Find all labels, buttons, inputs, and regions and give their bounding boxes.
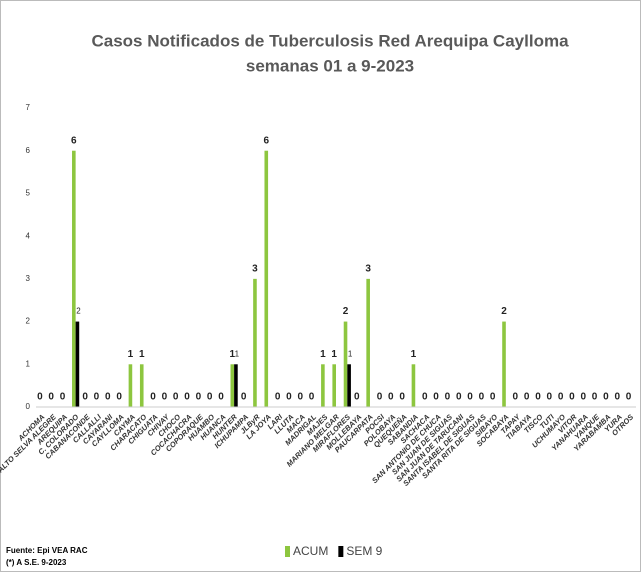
y-tick-label: 7	[26, 103, 31, 112]
bar	[264, 150, 269, 407]
value-label: 0	[479, 392, 485, 403]
value-label: 0	[286, 392, 292, 403]
value-label: 0	[105, 392, 111, 403]
y-tick-label: 6	[26, 146, 31, 155]
y-tick-label: 3	[26, 274, 31, 283]
y-tick-label: 1	[26, 359, 31, 368]
value-label: 2	[343, 306, 349, 317]
value-label: 1	[348, 349, 353, 358]
legend-swatch	[338, 546, 344, 557]
value-label: 0	[173, 392, 179, 403]
value-label: 0	[513, 392, 519, 403]
value-label: 0	[535, 392, 541, 403]
value-label: 2	[76, 307, 81, 316]
bar	[128, 364, 133, 407]
value-label: 0	[569, 392, 575, 403]
value-label: 0	[592, 392, 598, 403]
legend-label: ACUM	[293, 544, 328, 558]
value-label: 0	[150, 392, 156, 403]
note: (*) A S.E. 9-2023	[6, 558, 67, 567]
bar	[332, 364, 336, 407]
value-label: 0	[580, 392, 586, 403]
value-label: 0	[603, 392, 609, 403]
chart-subtitle: semanas 01 a 9-2023	[246, 56, 414, 75]
value-label: 3	[252, 263, 258, 274]
value-label: 1	[230, 349, 236, 360]
bar	[139, 364, 144, 407]
value-label: 6	[263, 135, 269, 146]
value-label: 0	[275, 392, 281, 403]
chart-title: Casos Notificados de Tuberculosis Red Ar…	[91, 31, 569, 50]
value-label: 1	[139, 349, 145, 360]
bar	[502, 321, 506, 407]
bar	[343, 321, 348, 407]
value-label: 0	[196, 392, 202, 403]
value-label: 0	[297, 392, 303, 403]
value-label: 0	[309, 392, 315, 403]
bar	[347, 364, 351, 407]
value-label: 0	[456, 392, 462, 403]
value-label: 0	[422, 392, 428, 403]
value-label: 0	[490, 392, 496, 403]
y-tick-label: 2	[26, 317, 31, 326]
value-label: 0	[207, 392, 213, 403]
bar	[75, 321, 80, 407]
value-label: 1	[128, 349, 134, 360]
value-label: 1	[331, 349, 337, 360]
value-label: 0	[37, 392, 43, 403]
bar	[321, 364, 325, 407]
y-tick-label: 5	[26, 189, 31, 198]
bar	[234, 364, 238, 407]
value-label: 3	[365, 263, 371, 274]
value-label: 0	[547, 392, 553, 403]
y-tick-label: 4	[26, 231, 31, 240]
y-tick-label: 0	[26, 402, 31, 411]
value-label: 1	[235, 349, 240, 358]
value-label: 0	[399, 392, 405, 403]
value-label: 0	[82, 392, 88, 403]
value-label: 0	[445, 392, 451, 403]
value-label: 0	[558, 392, 564, 403]
bar	[230, 364, 235, 407]
bar	[411, 364, 416, 407]
legend-swatch	[285, 546, 290, 557]
value-label: 0	[433, 392, 439, 403]
value-label: 1	[320, 349, 326, 360]
value-label: 2	[501, 306, 507, 317]
value-label: 0	[241, 392, 247, 403]
bar	[72, 150, 76, 407]
value-label: 0	[377, 392, 383, 403]
bar	[253, 278, 257, 407]
value-label: 0	[626, 392, 632, 403]
bar	[366, 278, 370, 407]
value-label: 6	[71, 135, 77, 146]
value-label: 0	[184, 392, 190, 403]
value-label: 1	[411, 349, 417, 360]
value-label: 0	[354, 392, 360, 403]
value-label: 0	[60, 392, 66, 403]
note: Fuente: Epi VEA RAC	[6, 546, 88, 555]
value-label: 0	[218, 392, 224, 403]
value-label: 0	[614, 392, 620, 403]
legend-label: SEM 9	[346, 544, 382, 558]
value-label: 0	[388, 392, 394, 403]
value-label: 0	[48, 392, 54, 403]
value-label: 0	[524, 392, 530, 403]
value-label: 0	[116, 392, 122, 403]
value-label: 0	[94, 392, 100, 403]
value-label: 0	[162, 392, 168, 403]
value-label: 0	[467, 392, 473, 403]
